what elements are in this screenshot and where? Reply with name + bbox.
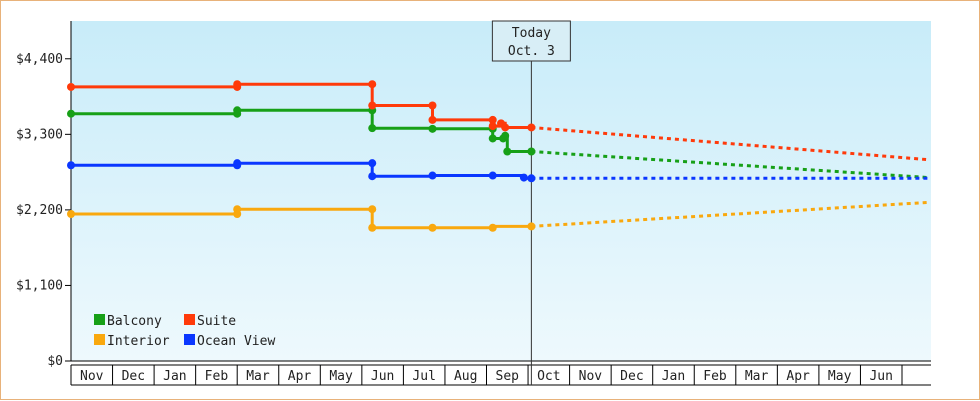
y-tick-label: $0	[47, 354, 63, 369]
month-label: Oct	[537, 369, 560, 384]
data-point-balcony	[501, 131, 510, 140]
data-point-ocean-view	[488, 171, 497, 180]
data-point-ocean-view	[233, 159, 242, 168]
data-point-ocean-view	[67, 161, 75, 170]
month-label: May	[828, 369, 852, 384]
series-interior	[67, 200, 930, 232]
data-point-suite	[428, 101, 437, 110]
series-ocean-view	[67, 159, 930, 183]
series-forecast-interior	[531, 200, 930, 228]
month-label: Nov	[579, 369, 603, 384]
data-point-suite	[368, 80, 377, 89]
month-label: Dec	[122, 369, 145, 384]
legend-swatch-suite	[184, 314, 195, 325]
data-point-interior	[527, 222, 536, 231]
y-tick-label: $3,300	[16, 127, 63, 142]
legend-label-interior: Interior	[107, 334, 170, 349]
data-point-interior	[233, 205, 242, 214]
data-point-ocean-view	[368, 172, 377, 181]
month-label: Mar	[745, 369, 769, 384]
plot-background	[71, 21, 931, 361]
data-point-balcony	[503, 147, 512, 156]
data-point-balcony	[527, 147, 536, 156]
legend-swatch-ocean-view	[184, 334, 195, 345]
data-point-balcony	[488, 134, 497, 143]
month-label: Jun	[869, 369, 892, 384]
month-label: Apr	[786, 369, 810, 384]
series-suite	[67, 80, 930, 162]
y-tick-label: $1,100	[16, 278, 63, 293]
data-point-balcony	[428, 124, 437, 133]
series-forecast-balcony	[531, 150, 930, 180]
data-point-interior	[428, 223, 437, 232]
month-label: Feb	[205, 369, 229, 384]
month-label: May	[329, 369, 353, 384]
legend: Balcony Suite Interior Ocean View	[94, 314, 275, 349]
data-point-interior	[368, 223, 377, 232]
today-callout-box	[491, 20, 571, 62]
y-tick-label: $2,200	[16, 203, 63, 218]
data-point-suite	[488, 122, 497, 131]
legend-label-suite: Suite	[197, 314, 236, 329]
today-label: Today	[512, 26, 551, 41]
month-label: Mar	[246, 369, 270, 384]
data-point-balcony	[67, 109, 75, 118]
data-point-balcony	[368, 124, 377, 133]
month-label: Nov	[80, 369, 104, 384]
data-point-ocean-view	[527, 174, 536, 183]
data-point-ocean-view	[368, 159, 377, 168]
data-point-interior	[488, 223, 497, 232]
month-label: Jun	[371, 369, 394, 384]
data-point-suite	[233, 80, 242, 89]
legend-swatch-interior	[94, 334, 105, 345]
month-label: Jul	[412, 369, 435, 384]
series-balcony	[67, 106, 930, 180]
today-date: Oct. 3	[508, 44, 555, 59]
data-point-suite	[368, 101, 377, 110]
data-point-suite	[428, 115, 437, 124]
legend-swatch-balcony	[94, 314, 105, 325]
month-label: Feb	[703, 369, 727, 384]
data-point-interior	[368, 205, 377, 214]
month-label: Jan	[163, 369, 186, 384]
month-label: Apr	[288, 369, 312, 384]
data-point-balcony	[233, 106, 242, 115]
series-forecast-suite	[531, 125, 930, 162]
month-label: Aug	[454, 369, 477, 384]
y-axis: $0 $1,100 $2,200 $3,300 $4,400	[16, 21, 931, 369]
legend-label-balcony: Balcony	[107, 314, 162, 329]
month-label: Jan	[662, 369, 685, 384]
data-point-interior	[67, 210, 75, 219]
data-point-ocean-view	[519, 173, 528, 182]
month-label: Sep	[496, 369, 520, 384]
series-layer	[67, 80, 930, 232]
data-point-ocean-view	[428, 171, 437, 180]
data-point-suite	[527, 123, 536, 132]
data-point-suite	[488, 115, 497, 124]
data-point-suite	[501, 123, 510, 132]
month-label: Dec	[620, 369, 643, 384]
legend-label-ocean-view: Ocean View	[197, 334, 275, 349]
y-tick-label: $4,400	[16, 52, 63, 67]
x-axis: Nov Dec Jan Feb Mar Apr May Jun Jul Aug Sep Oct Nov D…	[70, 364, 931, 386]
data-point-suite	[67, 82, 75, 91]
